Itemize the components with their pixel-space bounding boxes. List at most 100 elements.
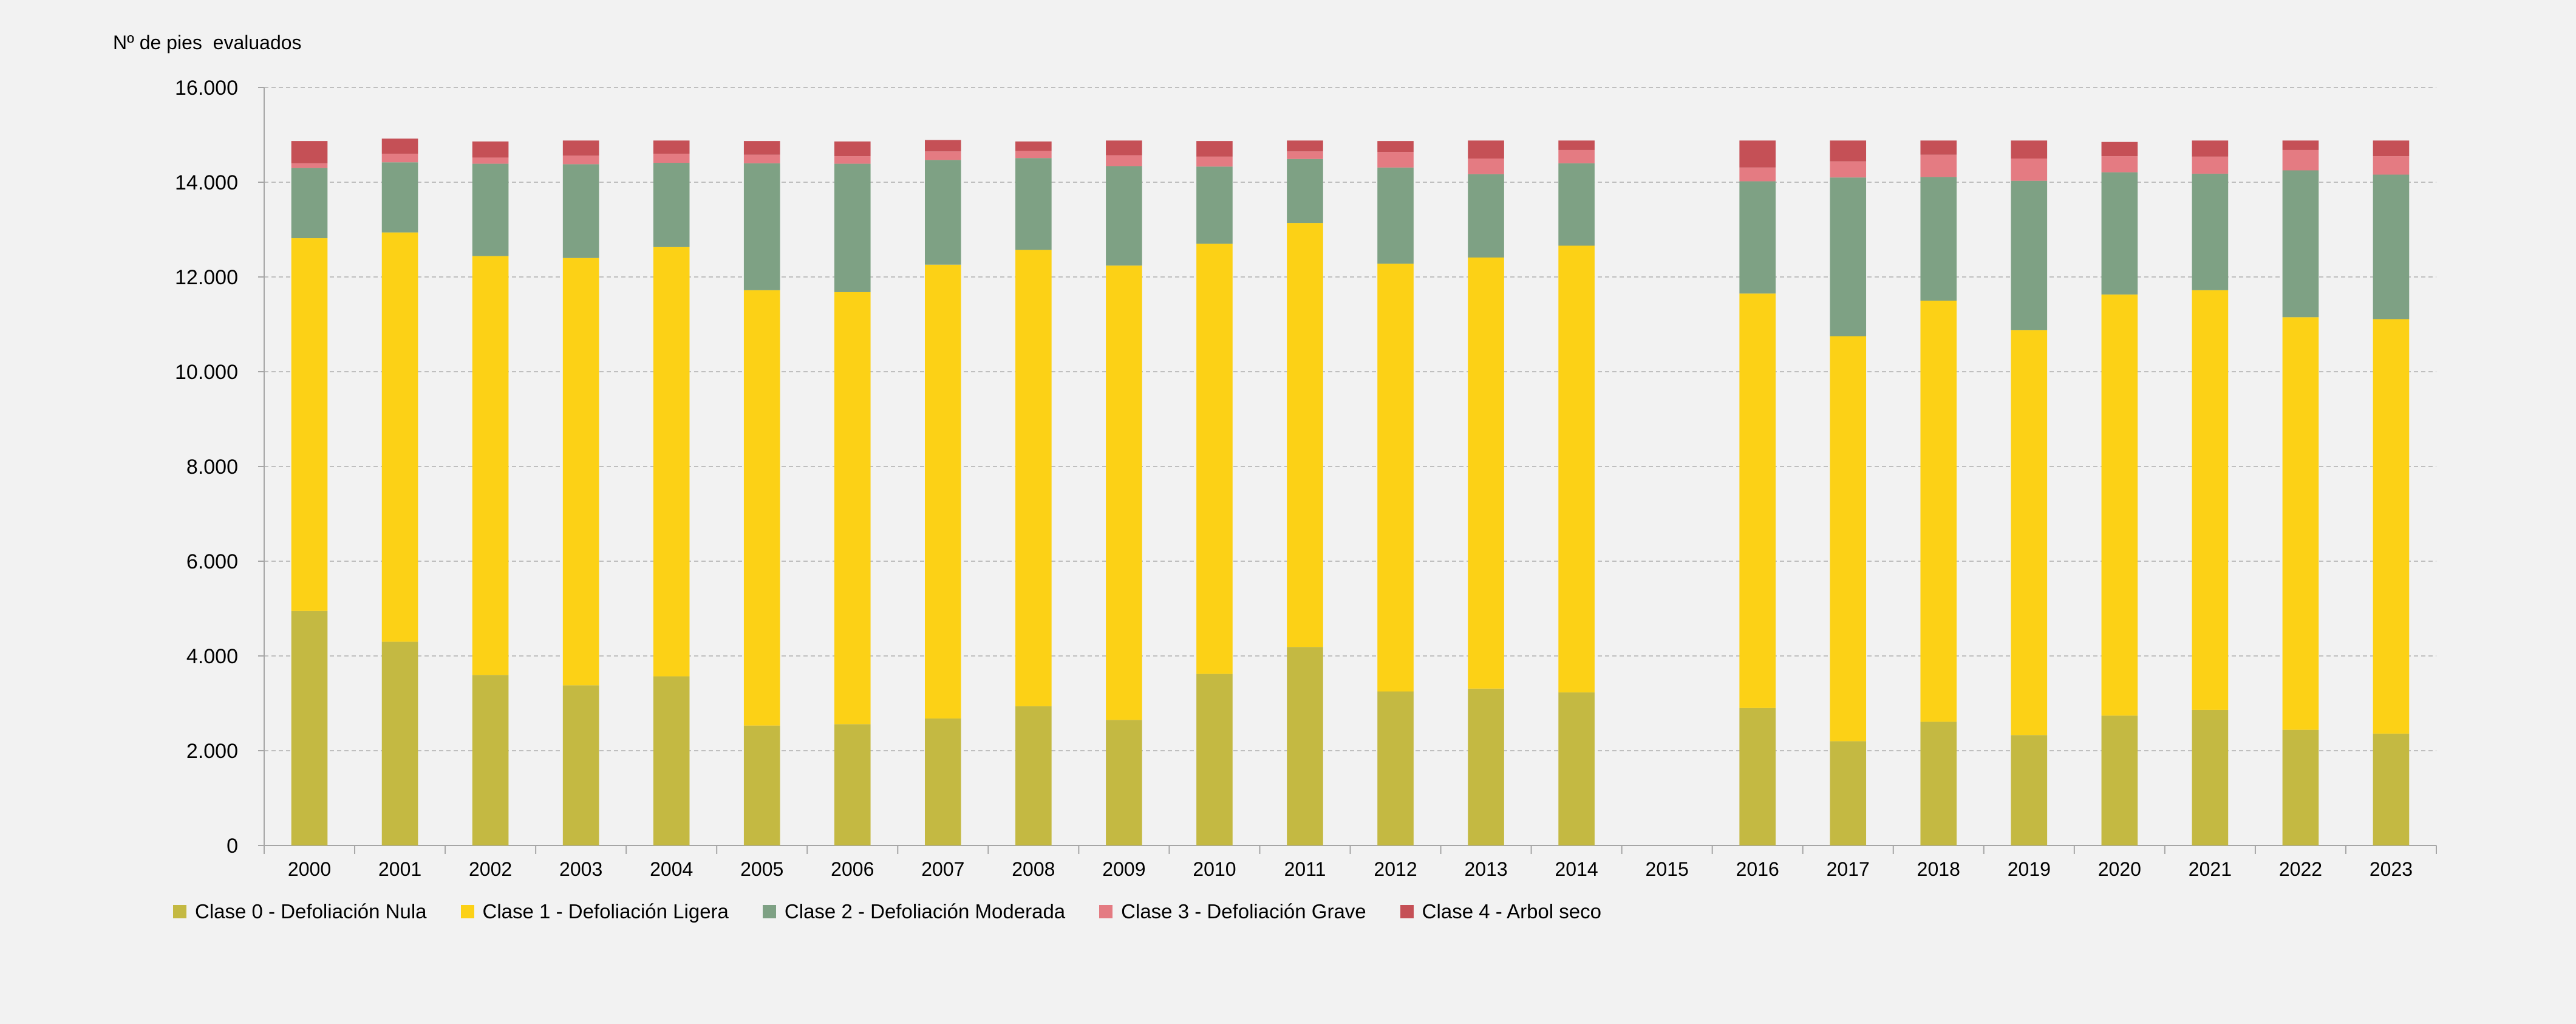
bar-segment-2009-clase-3 bbox=[1106, 155, 1142, 166]
y-tick-label: 8.000 bbox=[186, 456, 238, 479]
bar-segment-2004-clase-1 bbox=[653, 247, 690, 677]
legend-label: Clase 2 - Defoliación Moderada bbox=[784, 900, 1066, 923]
bar-segment-2000-clase-0 bbox=[291, 610, 328, 845]
bar-segment-2001-clase-1 bbox=[381, 232, 418, 642]
bar-segment-2020-clase-1 bbox=[2101, 294, 2138, 716]
bar-segment-2005-clase-1 bbox=[743, 290, 780, 726]
bar-segment-2006-clase-2 bbox=[834, 163, 871, 292]
bar-segment-2013-clase-4 bbox=[1468, 140, 1504, 159]
bar-segment-2007-clase-0 bbox=[925, 718, 961, 845]
bar-segment-2012-clase-3 bbox=[1377, 152, 1414, 168]
bar-segment-2000-clase-2 bbox=[291, 168, 328, 239]
bar-segment-2005-clase-0 bbox=[743, 725, 780, 845]
bar-segment-2022-clase-4 bbox=[2282, 140, 2319, 150]
bar-segment-2002-clase-4 bbox=[472, 141, 509, 158]
legend-swatch bbox=[762, 905, 776, 918]
bar-segment-2008-clase-0 bbox=[1015, 706, 1052, 845]
bar-segment-2001-clase-0 bbox=[381, 641, 418, 845]
bar-segment-2009-clase-2 bbox=[1106, 166, 1142, 266]
bar-segment-2008-clase-1 bbox=[1015, 250, 1052, 706]
x-tick-label: 2003 bbox=[559, 858, 602, 880]
legend-item: Clase 1 - Defoliación Ligera bbox=[460, 900, 729, 923]
bar-segment-2011-clase-1 bbox=[1287, 223, 1323, 647]
bar-segment-2018-clase-3 bbox=[1920, 154, 1957, 177]
bar-segment-2012-clase-2 bbox=[1377, 167, 1414, 264]
bar-segment-2022-clase-1 bbox=[2282, 317, 2319, 730]
bar-segment-2011-clase-0 bbox=[1287, 647, 1323, 845]
bar-segment-2004-clase-2 bbox=[653, 163, 690, 247]
x-tick-label: 2000 bbox=[288, 858, 331, 880]
bar-segment-2000-clase-3 bbox=[291, 163, 328, 168]
x-tick-label: 2006 bbox=[831, 858, 874, 880]
bar-segment-2022-clase-3 bbox=[2282, 149, 2319, 171]
bar-segment-2005-clase-3 bbox=[743, 154, 780, 163]
x-tick-label: 2022 bbox=[2279, 858, 2322, 880]
bar-segment-2023-clase-1 bbox=[2373, 319, 2410, 734]
bar-segment-2014-clase-0 bbox=[1558, 692, 1595, 845]
bar-segment-2016-clase-2 bbox=[1739, 181, 1776, 294]
bar-segment-2004-clase-3 bbox=[653, 154, 690, 163]
bar-segment-2017-clase-3 bbox=[1830, 161, 1867, 178]
legend-swatch bbox=[1099, 905, 1113, 918]
x-tick-label: 2009 bbox=[1102, 858, 1145, 880]
legend-label: Clase 1 - Defoliación Ligera bbox=[482, 900, 729, 923]
bar-segment-2018-clase-4 bbox=[1920, 140, 1957, 155]
bar-segment-2010-clase-4 bbox=[1196, 141, 1233, 157]
bar-segment-2007-clase-1 bbox=[925, 264, 961, 719]
y-tick-label: 10.000 bbox=[175, 361, 238, 384]
x-tick-label: 2012 bbox=[1374, 858, 1417, 880]
bar-segment-2020-clase-4 bbox=[2101, 142, 2138, 157]
legend-swatch bbox=[460, 905, 474, 918]
bar-segment-2022-clase-2 bbox=[2282, 170, 2319, 318]
bar-segment-2012-clase-0 bbox=[1377, 691, 1414, 845]
bar-segment-2019-clase-0 bbox=[2011, 735, 2048, 845]
bar-segment-2000-clase-1 bbox=[291, 238, 328, 611]
bar-segment-2019-clase-4 bbox=[2011, 140, 2048, 159]
x-tick-label: 2001 bbox=[378, 858, 421, 880]
bar-segment-2019-clase-2 bbox=[2011, 180, 2048, 330]
bar-segment-2007-clase-3 bbox=[925, 151, 961, 160]
x-tick-label: 2002 bbox=[469, 858, 512, 880]
bar-segment-2002-clase-1 bbox=[472, 256, 509, 675]
bar-segment-2007-clase-2 bbox=[925, 160, 961, 265]
bar-segment-2013-clase-0 bbox=[1468, 688, 1504, 845]
y-tick-label: 12.000 bbox=[175, 266, 238, 289]
x-tick-label: 2014 bbox=[1555, 858, 1598, 880]
bar-segment-2014-clase-2 bbox=[1558, 163, 1595, 246]
legend-label: Clase 4 - Arbol seco bbox=[1422, 900, 1601, 923]
bar-segment-2004-clase-4 bbox=[653, 140, 690, 154]
bar-segment-2021-clase-1 bbox=[2192, 290, 2229, 710]
x-tick-label: 2018 bbox=[1917, 858, 1960, 880]
legend-label: Clase 0 - Defoliación Nula bbox=[195, 900, 427, 923]
y-tick-label: 0 bbox=[227, 835, 238, 858]
bar-segment-2001-clase-3 bbox=[381, 154, 418, 163]
legend-item: Clase 2 - Defoliación Moderada bbox=[762, 900, 1066, 923]
bar-segment-2010-clase-0 bbox=[1196, 674, 1233, 845]
bar-segment-2004-clase-0 bbox=[653, 676, 690, 845]
bar-segment-2012-clase-4 bbox=[1377, 141, 1414, 152]
bar-segment-2002-clase-0 bbox=[472, 675, 509, 845]
bar-segment-2016-clase-1 bbox=[1739, 293, 1776, 708]
bar-segment-2020-clase-3 bbox=[2101, 156, 2138, 172]
legend-swatch bbox=[1400, 905, 1414, 918]
y-tick-label: 6.000 bbox=[186, 550, 238, 573]
bar-segment-2014-clase-4 bbox=[1558, 140, 1595, 150]
x-tick-label: 2013 bbox=[1464, 858, 1507, 880]
bar-segment-2018-clase-1 bbox=[1920, 301, 1957, 722]
bar-segment-2011-clase-4 bbox=[1287, 140, 1323, 152]
bar-segment-2007-clase-4 bbox=[925, 140, 961, 152]
bar-segment-2009-clase-1 bbox=[1106, 265, 1142, 720]
bar-segment-2019-clase-3 bbox=[2011, 159, 2048, 181]
bar-segment-2023-clase-4 bbox=[2373, 140, 2410, 157]
x-tick-label: 2008 bbox=[1012, 858, 1055, 880]
bar-segment-2006-clase-4 bbox=[834, 141, 871, 157]
bar-segment-2023-clase-0 bbox=[2373, 733, 2410, 845]
bar-segment-2008-clase-4 bbox=[1015, 141, 1052, 151]
legend-item: Clase 4 - Arbol seco bbox=[1400, 900, 1601, 923]
y-tick-label: 16.000 bbox=[175, 77, 238, 100]
bar-segment-2003-clase-3 bbox=[562, 155, 599, 165]
x-tick-label: 2020 bbox=[2098, 858, 2141, 880]
bar-segment-2020-clase-0 bbox=[2101, 715, 2138, 845]
